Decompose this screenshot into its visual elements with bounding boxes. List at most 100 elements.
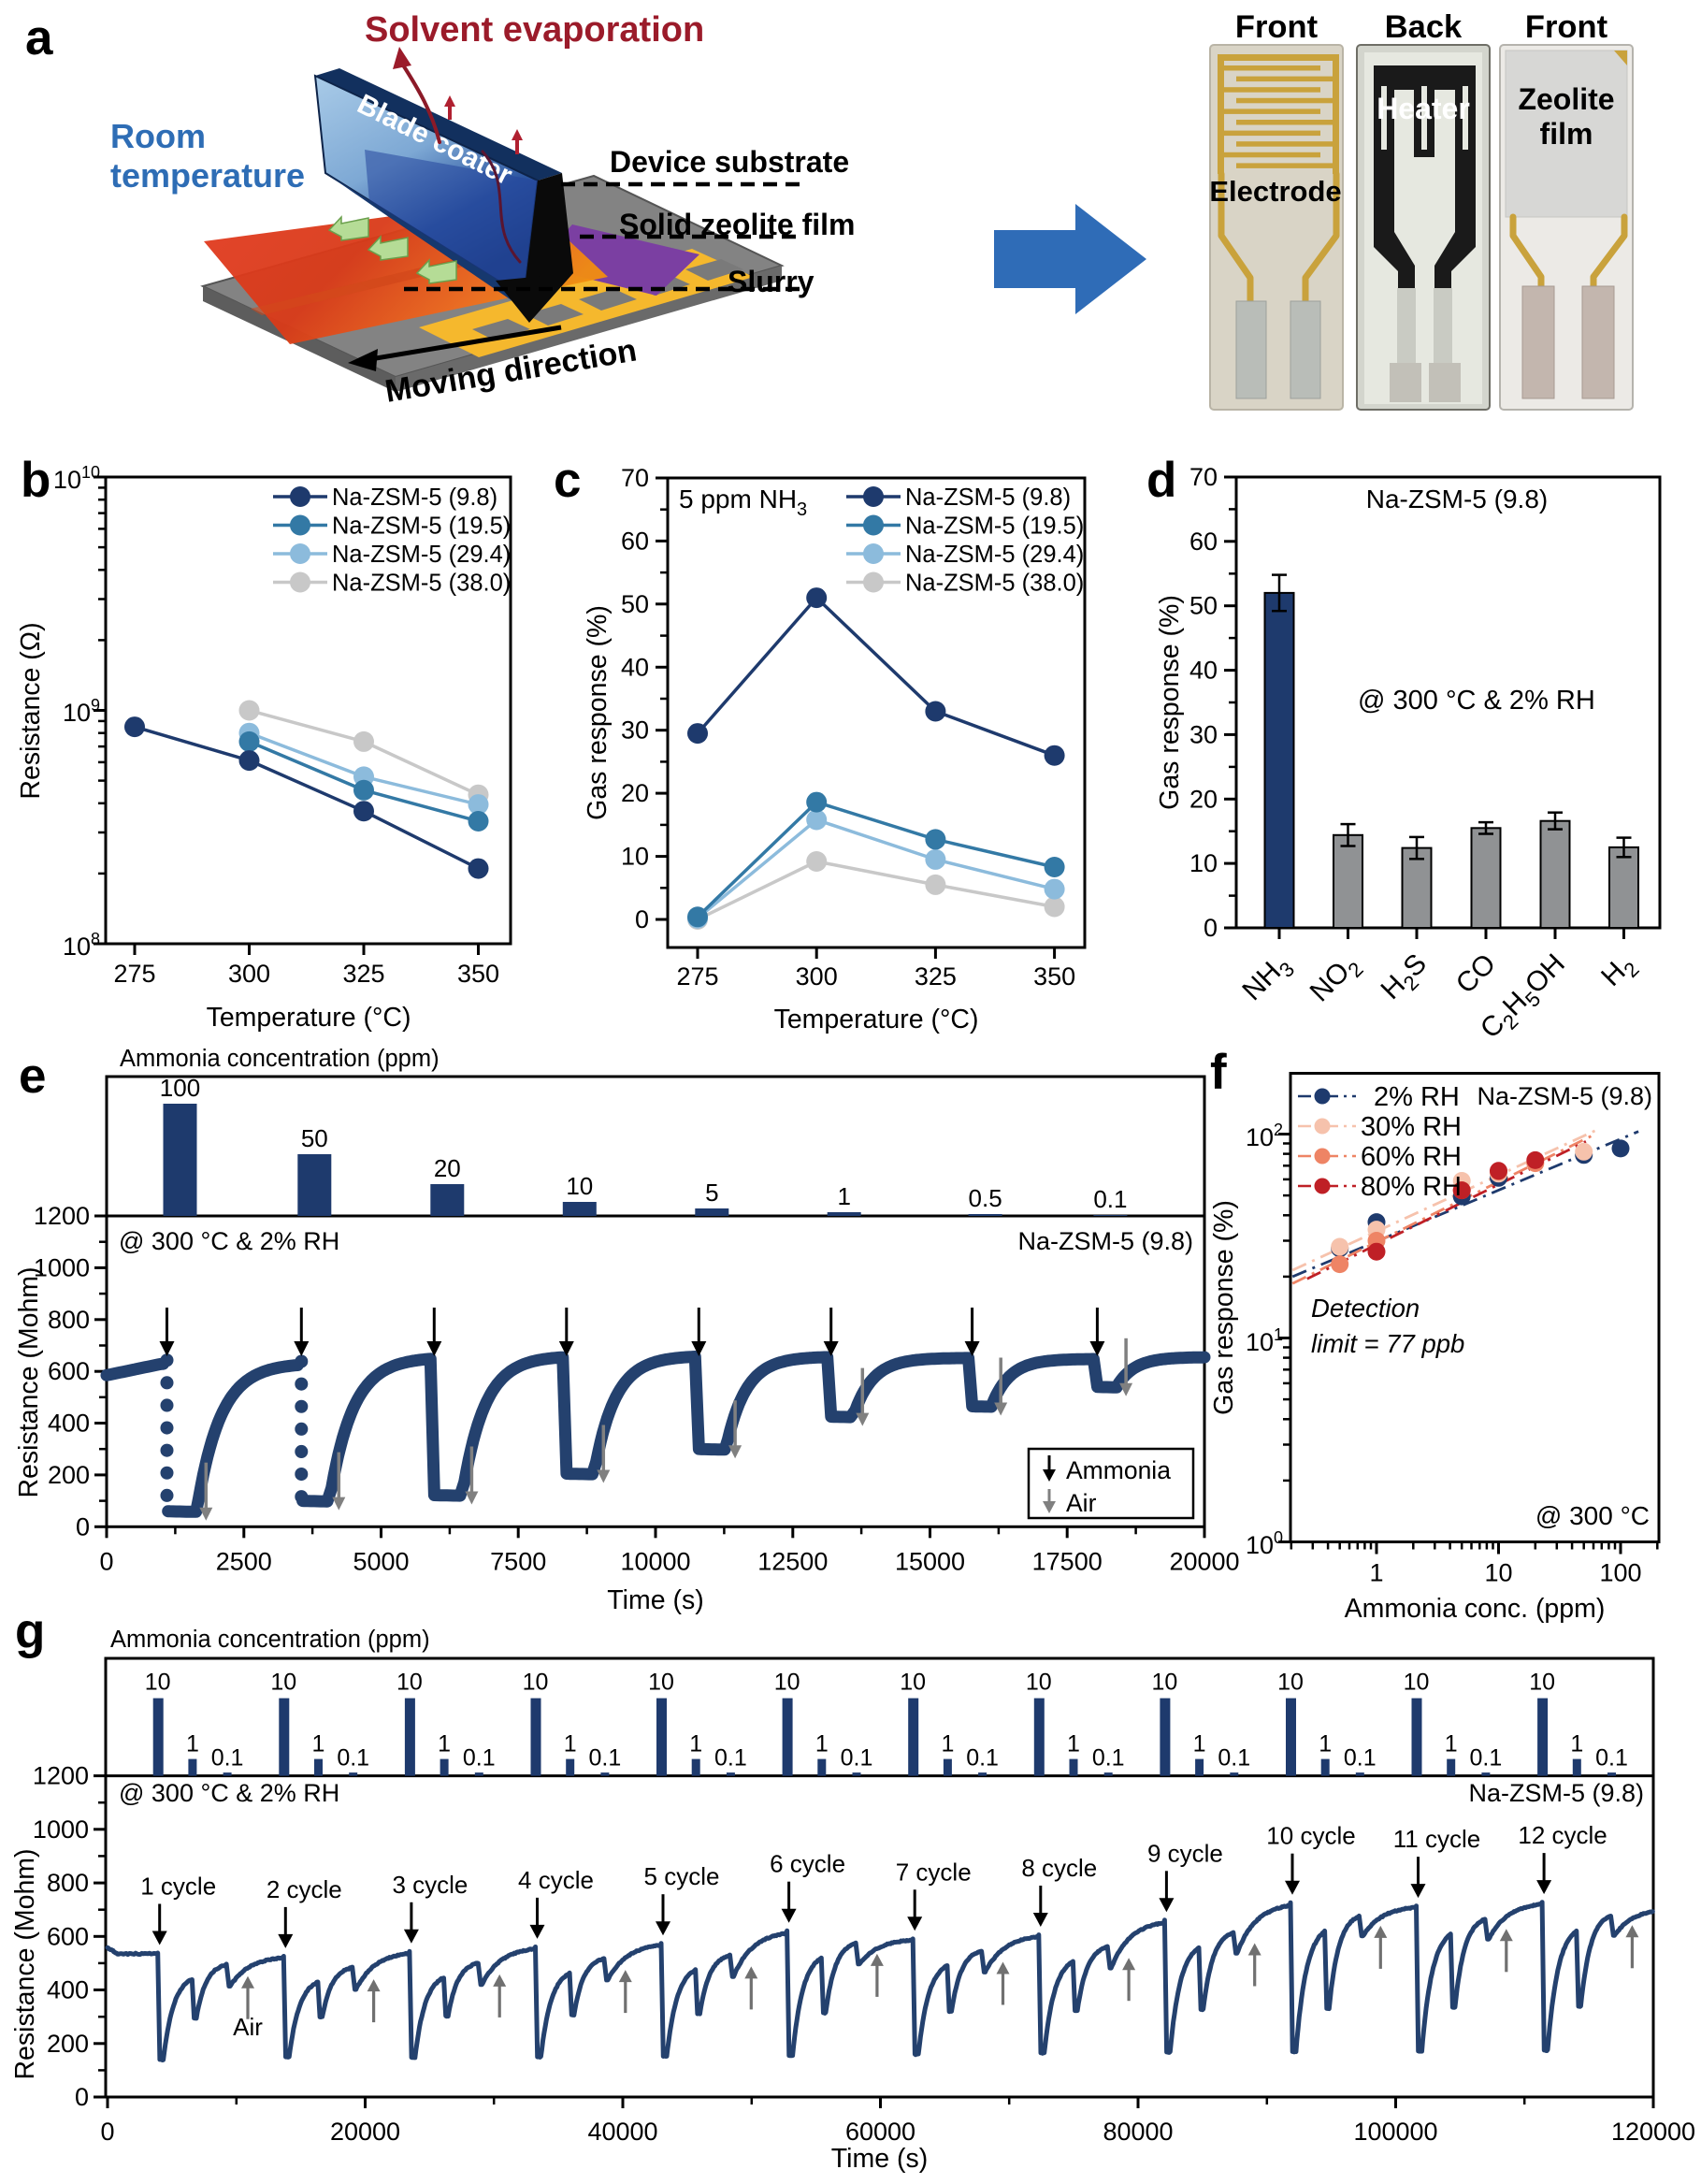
svg-text:10000: 10000 xyxy=(620,1547,690,1575)
svg-text:1 cycle: 1 cycle xyxy=(140,1873,216,1901)
svg-text:1: 1 xyxy=(689,1731,702,1757)
svg-text:Na-ZSM-5 (29.4): Na-ZSM-5 (29.4) xyxy=(905,542,1084,568)
svg-text:Heater: Heater xyxy=(1377,92,1470,125)
svg-text:Na-ZSM-5 (19.5): Na-ZSM-5 (19.5) xyxy=(332,513,511,540)
svg-text:10 cycle: 10 cycle xyxy=(1266,1822,1355,1850)
svg-text:300: 300 xyxy=(796,962,838,991)
svg-text:325: 325 xyxy=(342,960,384,988)
svg-text:20: 20 xyxy=(1189,785,1218,813)
svg-text:10: 10 xyxy=(621,843,649,871)
svg-text:c: c xyxy=(554,453,581,508)
svg-text:10: 10 xyxy=(900,1670,926,1696)
svg-text:Na-ZSM-5 (9.8): Na-ZSM-5 (9.8) xyxy=(1468,1779,1644,1807)
svg-text:6 cycle: 6 cycle xyxy=(770,1850,845,1878)
svg-text:30: 30 xyxy=(1189,720,1218,748)
svg-text:Ammonia concentration (ppm): Ammonia concentration (ppm) xyxy=(120,1046,440,1072)
svg-text:60: 60 xyxy=(621,527,649,555)
svg-text:0.1: 0.1 xyxy=(1093,1185,1127,1213)
svg-text:1000: 1000 xyxy=(34,1253,90,1281)
svg-text:Electrode: Electrode xyxy=(1209,175,1341,208)
svg-text:0.1: 0.1 xyxy=(589,1745,622,1772)
svg-text:10: 10 xyxy=(1529,1670,1555,1696)
svg-text:Solvent evaporation: Solvent evaporation xyxy=(365,10,704,50)
svg-text:0.1: 0.1 xyxy=(463,1745,496,1772)
svg-text:0.5: 0.5 xyxy=(969,1184,1002,1212)
svg-text:10: 10 xyxy=(1026,1670,1052,1696)
svg-text:Na-ZSM-5 (9.8): Na-ZSM-5 (9.8) xyxy=(905,485,1071,511)
svg-text:0: 0 xyxy=(1204,914,1218,942)
svg-text:Na-ZSM-5 (9.8): Na-ZSM-5 (9.8) xyxy=(332,485,497,511)
svg-text:600: 600 xyxy=(48,1357,90,1385)
svg-text:1: 1 xyxy=(1570,1731,1583,1757)
svg-text:Na-ZSM-5 (9.8): Na-ZSM-5 (9.8) xyxy=(1017,1227,1193,1255)
svg-text:1: 1 xyxy=(564,1731,577,1757)
svg-text:Resistance (Ω): Resistance (Ω) xyxy=(16,622,46,799)
svg-text:Gas response (%): Gas response (%) xyxy=(1209,1200,1239,1415)
svg-text:400: 400 xyxy=(48,1410,90,1438)
svg-text:1200: 1200 xyxy=(34,1202,90,1230)
svg-text:20000: 20000 xyxy=(1169,1547,1239,1575)
svg-text:1: 1 xyxy=(1319,1731,1332,1757)
svg-text:10: 10 xyxy=(270,1670,296,1696)
svg-text:Ammonia conc. (ppm): Ammonia conc. (ppm) xyxy=(1345,1594,1606,1624)
svg-text:0.1: 0.1 xyxy=(714,1745,747,1772)
svg-text:70: 70 xyxy=(621,464,649,492)
svg-text:@ 300 °C & 2% RH: @ 300 °C & 2% RH xyxy=(119,1227,339,1255)
svg-text:400: 400 xyxy=(47,1976,89,2004)
svg-text:@ 300 °C & 2% RH: @ 300 °C & 2% RH xyxy=(119,1779,339,1807)
svg-text:Ammonia: Ammonia xyxy=(1066,1456,1171,1484)
svg-text:Na-ZSM-5 (38.0): Na-ZSM-5 (38.0) xyxy=(905,571,1084,597)
svg-text:Back: Back xyxy=(1385,9,1463,45)
svg-text:Temperature (°C): Temperature (°C) xyxy=(774,1005,979,1034)
svg-text:Room: Room xyxy=(110,117,206,155)
svg-text:0.1: 0.1 xyxy=(1344,1745,1377,1772)
svg-text:@ 300 °C: @ 300 °C xyxy=(1535,1501,1650,1530)
svg-text:30% RH: 30% RH xyxy=(1361,1112,1462,1142)
svg-text:Slurry: Slurry xyxy=(728,265,814,298)
svg-text:40: 40 xyxy=(1189,657,1218,685)
svg-text:80000: 80000 xyxy=(1103,2118,1173,2146)
svg-text:100000: 100000 xyxy=(1353,2118,1437,2146)
svg-text:Zeolite: Zeolite xyxy=(1518,82,1614,116)
svg-text:10: 10 xyxy=(1484,1559,1512,1587)
svg-text:100: 100 xyxy=(160,1074,200,1102)
svg-text:50: 50 xyxy=(621,590,649,618)
svg-text:e: e xyxy=(19,1049,46,1104)
svg-text:10: 10 xyxy=(1189,849,1218,877)
svg-text:10: 10 xyxy=(774,1670,800,1696)
svg-text:film: film xyxy=(1540,117,1593,151)
svg-text:0.1: 0.1 xyxy=(1092,1745,1125,1772)
svg-text:0: 0 xyxy=(76,1512,90,1540)
svg-text:300: 300 xyxy=(228,960,270,988)
svg-text:b: b xyxy=(21,453,50,508)
svg-text:200: 200 xyxy=(47,2030,89,2058)
svg-text:12 cycle: 12 cycle xyxy=(1518,1821,1607,1849)
svg-text:0: 0 xyxy=(635,905,649,933)
svg-text:4 cycle: 4 cycle xyxy=(518,1866,594,1894)
svg-text:Air: Air xyxy=(233,2013,263,2041)
svg-text:70: 70 xyxy=(1189,463,1218,491)
svg-text:15000: 15000 xyxy=(895,1547,965,1575)
svg-text:Na-ZSM-5 (29.4): Na-ZSM-5 (29.4) xyxy=(332,542,511,568)
svg-text:Na-ZSM-5 (9.8): Na-ZSM-5 (9.8) xyxy=(1477,1082,1652,1110)
svg-text:1: 1 xyxy=(837,1182,850,1210)
svg-text:1: 1 xyxy=(186,1731,199,1757)
svg-text:10: 10 xyxy=(566,1172,593,1200)
svg-text:350: 350 xyxy=(457,960,499,988)
svg-text:30: 30 xyxy=(621,716,649,745)
svg-text:1000: 1000 xyxy=(33,1815,89,1844)
svg-text:120000: 120000 xyxy=(1611,2118,1695,2146)
svg-text:1: 1 xyxy=(815,1731,829,1757)
svg-text:Device substrate: Device substrate xyxy=(610,145,849,179)
svg-text:10: 10 xyxy=(1277,1670,1304,1696)
svg-text:10: 10 xyxy=(1151,1670,1177,1696)
svg-text:2500: 2500 xyxy=(216,1547,272,1575)
svg-text:temperature: temperature xyxy=(110,156,305,195)
svg-text:limit = 77 ppb: limit = 77 ppb xyxy=(1311,1329,1464,1358)
svg-text:60000: 60000 xyxy=(845,2118,915,2146)
svg-text:1: 1 xyxy=(1369,1559,1383,1587)
svg-text:275: 275 xyxy=(113,960,155,988)
svg-text:1: 1 xyxy=(1193,1731,1206,1757)
svg-text:0.1: 0.1 xyxy=(966,1745,999,1772)
svg-text:Time (s): Time (s) xyxy=(607,1585,703,1615)
